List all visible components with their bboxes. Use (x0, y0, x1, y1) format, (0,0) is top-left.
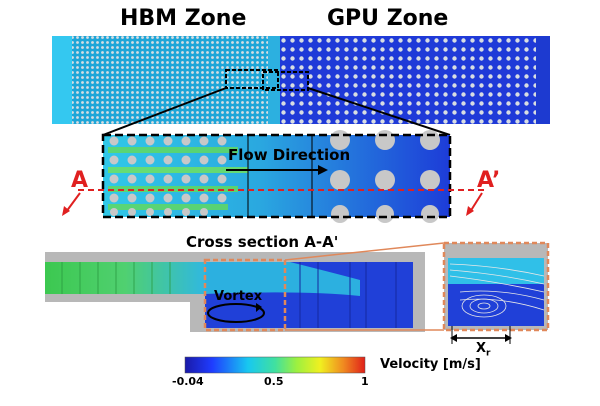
outlet-region (536, 36, 550, 124)
vortex-loop (207, 303, 265, 323)
pillar (217, 155, 227, 165)
gpu-zone-title: GPU Zone (327, 6, 449, 31)
pillar (163, 174, 173, 184)
pillar (217, 193, 227, 203)
inlet-region (52, 36, 72, 124)
pillar (199, 174, 209, 184)
pillar (199, 136, 209, 146)
cross-section-title: Cross section A-A' (186, 233, 339, 251)
pillar (200, 208, 208, 216)
detail-border (101, 133, 452, 219)
pillar (163, 136, 173, 146)
overview-strip (52, 36, 550, 124)
hbm-zone-title: HBM Zone (120, 6, 247, 31)
pillar (375, 130, 395, 150)
pillar (375, 170, 395, 190)
pillar (420, 130, 440, 150)
section-arrowhead-right (466, 206, 474, 216)
pillar (109, 174, 119, 184)
flow-direction-label: Flow Direction (228, 146, 351, 164)
pillar (109, 193, 119, 203)
pillar (331, 205, 349, 223)
pillar (181, 193, 191, 203)
pillar (330, 170, 350, 190)
section-label-end: A’ (477, 168, 501, 193)
colorbar-mid-label: 0.5 (264, 375, 284, 388)
pillar (199, 155, 209, 165)
pillar (421, 205, 439, 223)
pillar (145, 136, 155, 146)
pillar (217, 174, 227, 184)
pillar (127, 193, 137, 203)
jet-row-1 (108, 147, 238, 153)
jet-row-2 (108, 167, 248, 173)
pillar (182, 208, 190, 216)
hbm-pillar-array (72, 36, 268, 124)
detail-panel (101, 130, 452, 223)
section-arrowhead-left (62, 206, 70, 216)
flow-arrow-head (318, 165, 328, 175)
streamline-inset (442, 241, 550, 344)
inset-border (442, 241, 550, 332)
transition-gap (268, 36, 280, 124)
pillar (127, 155, 137, 165)
pillar (164, 208, 172, 216)
pillar (420, 170, 440, 190)
pillar (110, 208, 118, 216)
section-arrow-right (469, 192, 483, 213)
pillar (128, 208, 136, 216)
highlight-box-left (225, 69, 279, 89)
channel-pillar-marks (61, 262, 171, 294)
pillar (146, 208, 154, 216)
streamlines (449, 263, 545, 318)
vortex-arrowhead (256, 303, 262, 312)
jet-row-4 (108, 204, 228, 210)
reattachment-symbol: X (476, 341, 487, 356)
reattachment-subscript: r (486, 348, 491, 359)
vortex-label: Vortex (214, 289, 263, 304)
pillar (109, 136, 119, 146)
colorbar-min-label: -0.04 (172, 375, 204, 388)
colorbar-max-label: 1 (361, 375, 369, 388)
highlight-box-right (262, 71, 309, 91)
reattachment-length-label: Xr (476, 341, 490, 359)
small-pillars (109, 136, 227, 216)
zoom-line-right (307, 87, 451, 136)
gpu-pillar-marks (299, 262, 397, 328)
pillar (127, 136, 137, 146)
section-label-start: A (71, 168, 89, 193)
pillar (376, 205, 394, 223)
pillar (163, 193, 173, 203)
pillar (199, 193, 209, 203)
zoom-line-top (284, 242, 445, 261)
pillar (145, 193, 155, 203)
zoom-line-left (102, 87, 227, 136)
section-arrow-left (65, 192, 81, 213)
pillar (181, 155, 191, 165)
gpu-pillar-array (280, 36, 536, 124)
dimension-arrow-left (450, 334, 457, 342)
pillar (181, 174, 191, 184)
pillar (145, 155, 155, 165)
pillar (163, 155, 173, 165)
colorbar-gradient (184, 356, 366, 374)
pillar (217, 136, 227, 146)
colorbar-title: Velocity [m/s] (380, 357, 481, 372)
jet-spread (205, 262, 360, 296)
large-pillars (330, 130, 440, 223)
zoom-box-small (203, 258, 287, 332)
pillar (145, 174, 155, 184)
narrow-channel (45, 262, 205, 294)
pillar (181, 136, 191, 146)
pillar (127, 174, 137, 184)
pillar (109, 155, 119, 165)
dimension-arrow-right (505, 334, 512, 342)
cross-section (45, 242, 445, 332)
